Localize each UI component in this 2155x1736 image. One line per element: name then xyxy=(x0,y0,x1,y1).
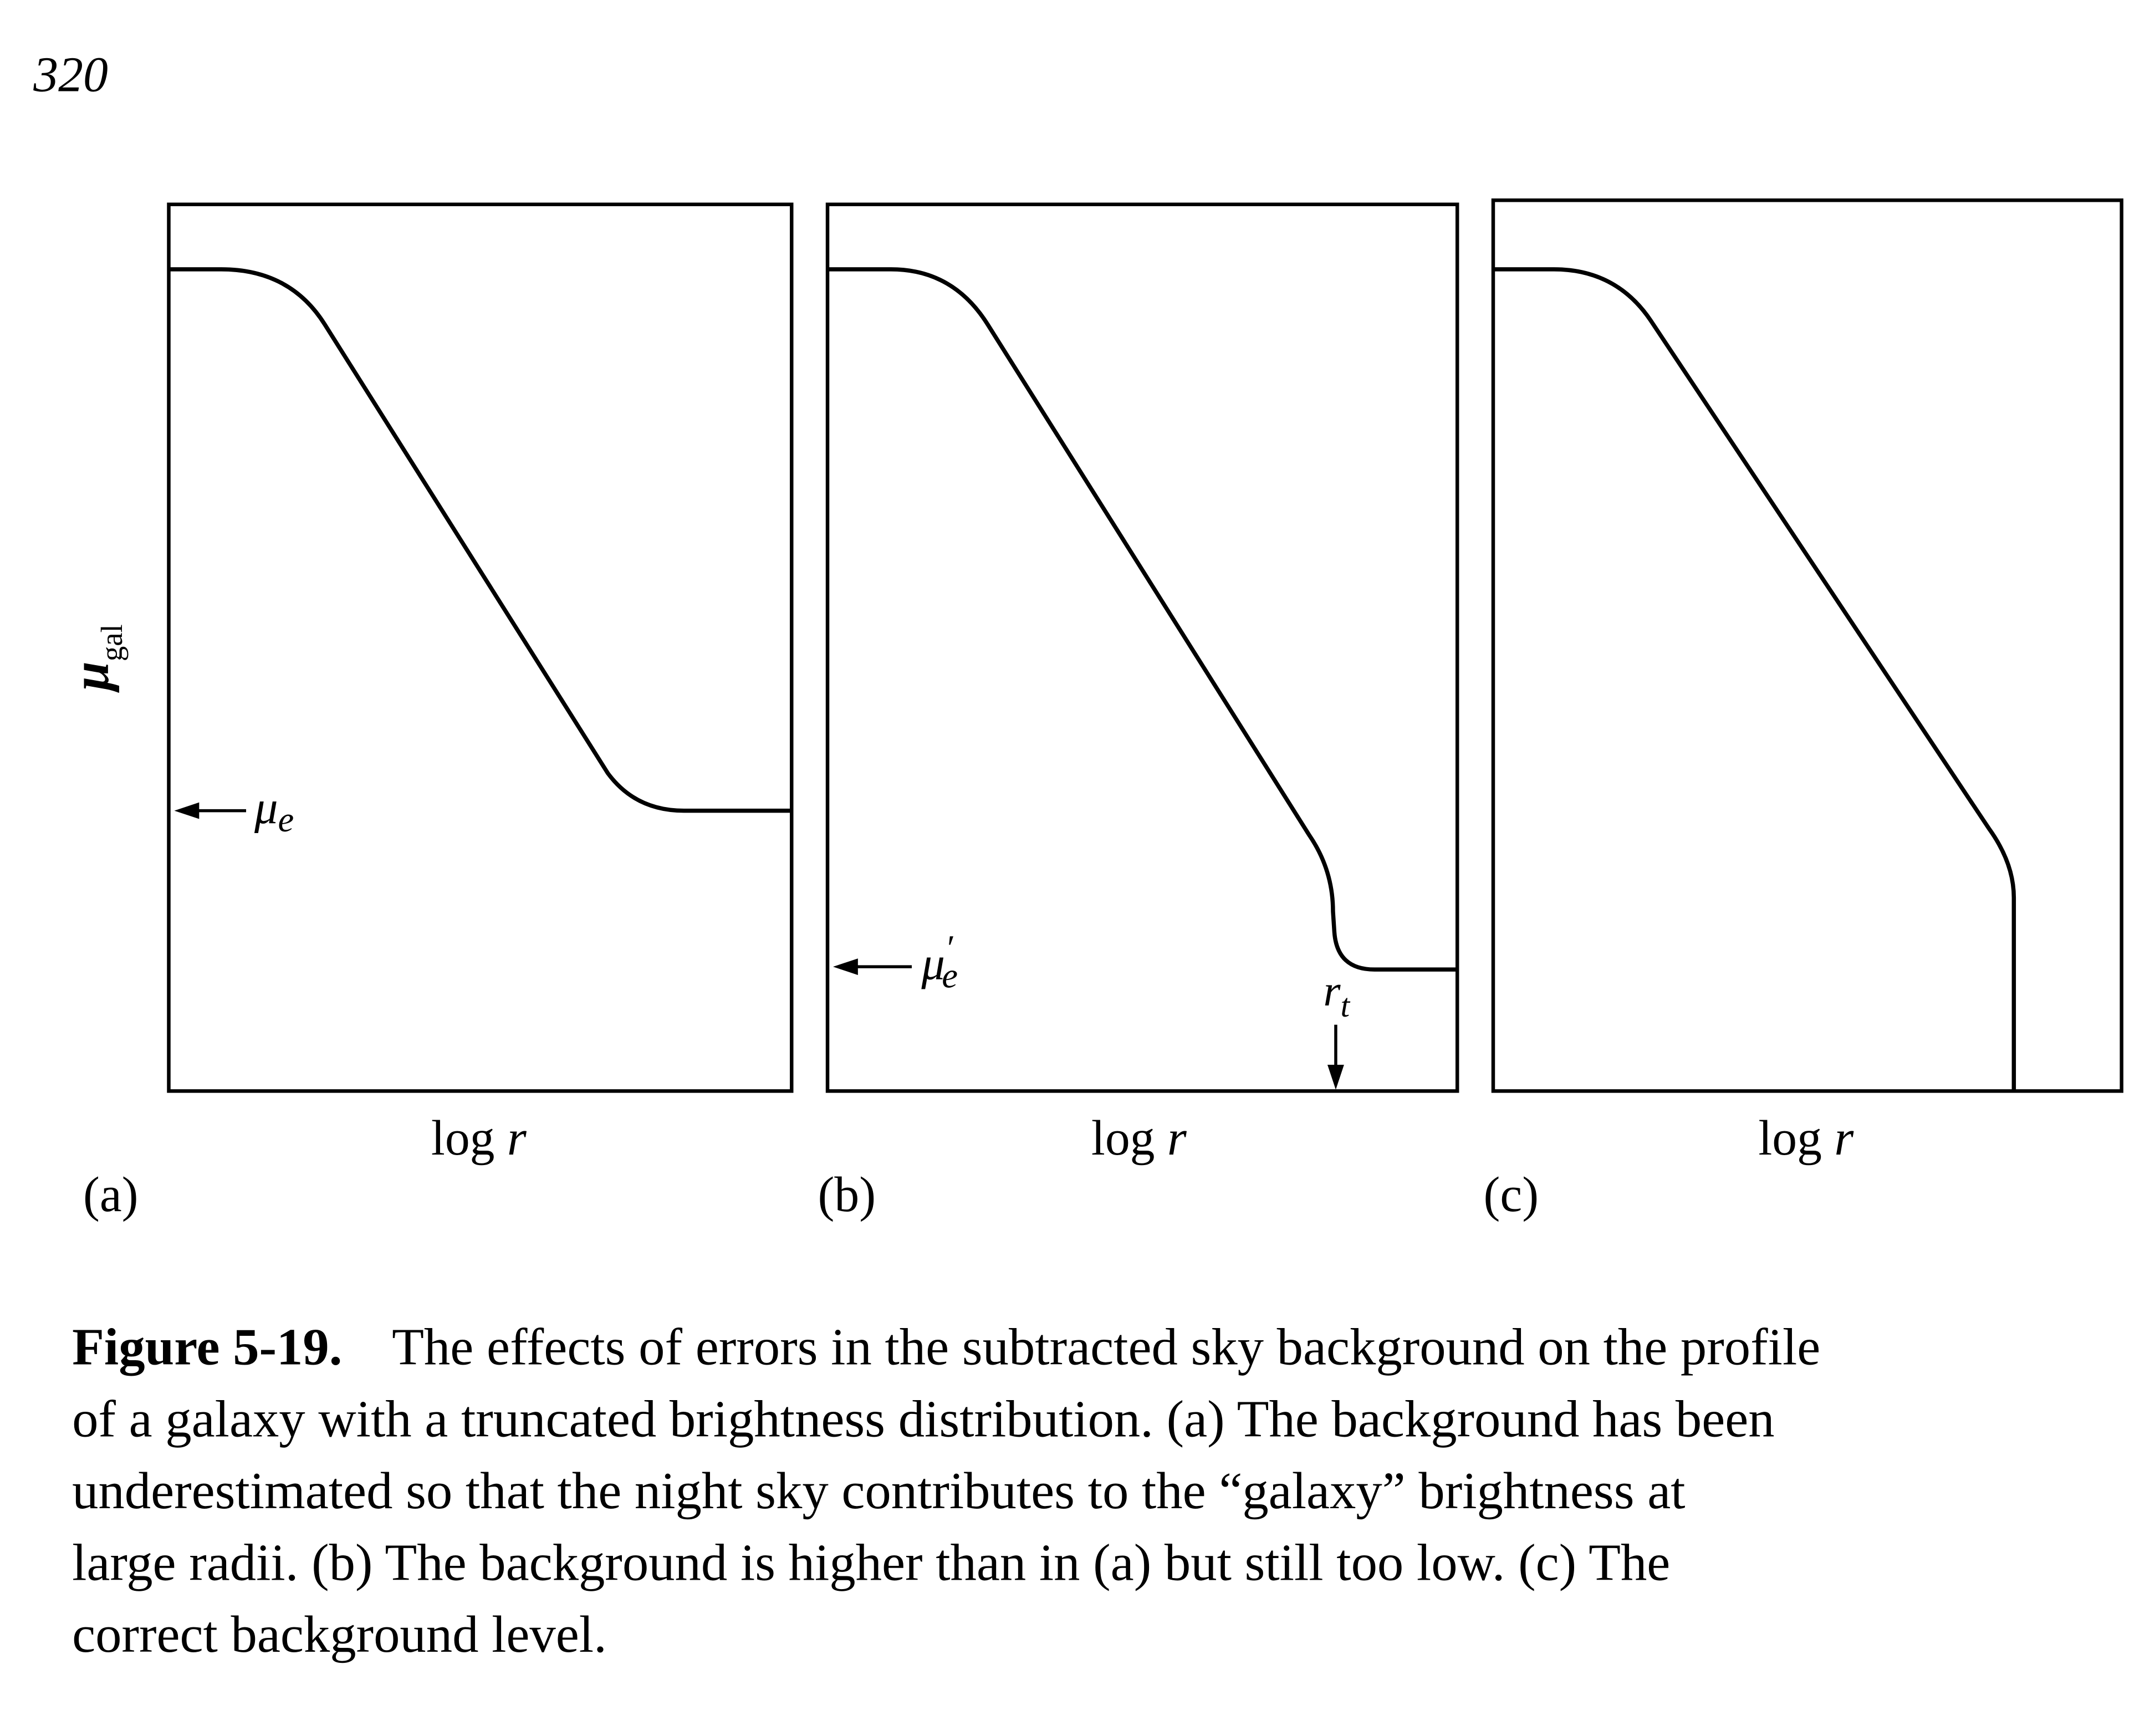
sub: t xyxy=(1341,987,1351,1024)
symbol: r xyxy=(1324,967,1341,1015)
symbol: μ xyxy=(921,938,945,990)
x-label-var: r xyxy=(1167,1111,1187,1166)
arrow-head xyxy=(174,802,200,819)
page-number: 320 xyxy=(33,47,108,102)
caption-line: correct background level. xyxy=(72,1606,607,1663)
x-label-text: log xyxy=(1758,1111,1822,1166)
prime: ′ xyxy=(945,928,953,968)
sub: e xyxy=(278,800,294,840)
x-label: log r xyxy=(1758,1111,1854,1166)
caption-line: underestimated so that the night sky con… xyxy=(72,1462,1685,1520)
arrow-head xyxy=(833,958,858,976)
caption-label: Figure 5-19. xyxy=(72,1319,342,1376)
x-label-var: r xyxy=(507,1111,527,1166)
x-label: log r xyxy=(431,1111,527,1166)
y-label-sub: gal xyxy=(95,624,129,661)
frame xyxy=(167,202,794,1093)
x-label-var: r xyxy=(1834,1111,1854,1166)
symbol: μ xyxy=(254,782,278,834)
caption: Figure 5-19. The effects of errors in the… xyxy=(72,1319,1820,1663)
panel-c: log r (c) xyxy=(1484,198,2123,1222)
caption-line: large radii. (b) The background is highe… xyxy=(72,1534,1670,1591)
x-label-text: log xyxy=(1091,1111,1155,1166)
panel-label: (b) xyxy=(818,1167,876,1222)
profile-curve xyxy=(1493,267,2016,1091)
x-label: log r xyxy=(1091,1111,1187,1166)
panel-a: μe log r (a) xyxy=(83,202,794,1222)
caption-text: The effects of errors in the subtracted … xyxy=(392,1319,1820,1376)
x-label-text: log xyxy=(431,1111,495,1166)
caption-line: of a galaxy with a truncated brightness … xyxy=(72,1390,1775,1448)
panel-label: (c) xyxy=(1484,1167,1539,1222)
panel-b: μ′ e rt log r (b) xyxy=(818,202,1459,1222)
frame xyxy=(1491,198,2123,1093)
y-label-symbol: μ xyxy=(62,661,120,693)
annotation: μe xyxy=(254,782,294,840)
sub: e xyxy=(942,956,958,996)
frame xyxy=(825,202,1459,1093)
panel-label: (a) xyxy=(83,1167,139,1222)
profile-curve xyxy=(168,267,792,813)
profile-curve xyxy=(828,267,1458,972)
arrow-head xyxy=(1327,1065,1344,1090)
annotation: μ′ e xyxy=(921,928,958,996)
y-label: μgal xyxy=(62,624,129,693)
caption-line: Figure 5-19. The effects of errors in the… xyxy=(72,1319,1820,1376)
marker-label: rt xyxy=(1324,967,1351,1024)
